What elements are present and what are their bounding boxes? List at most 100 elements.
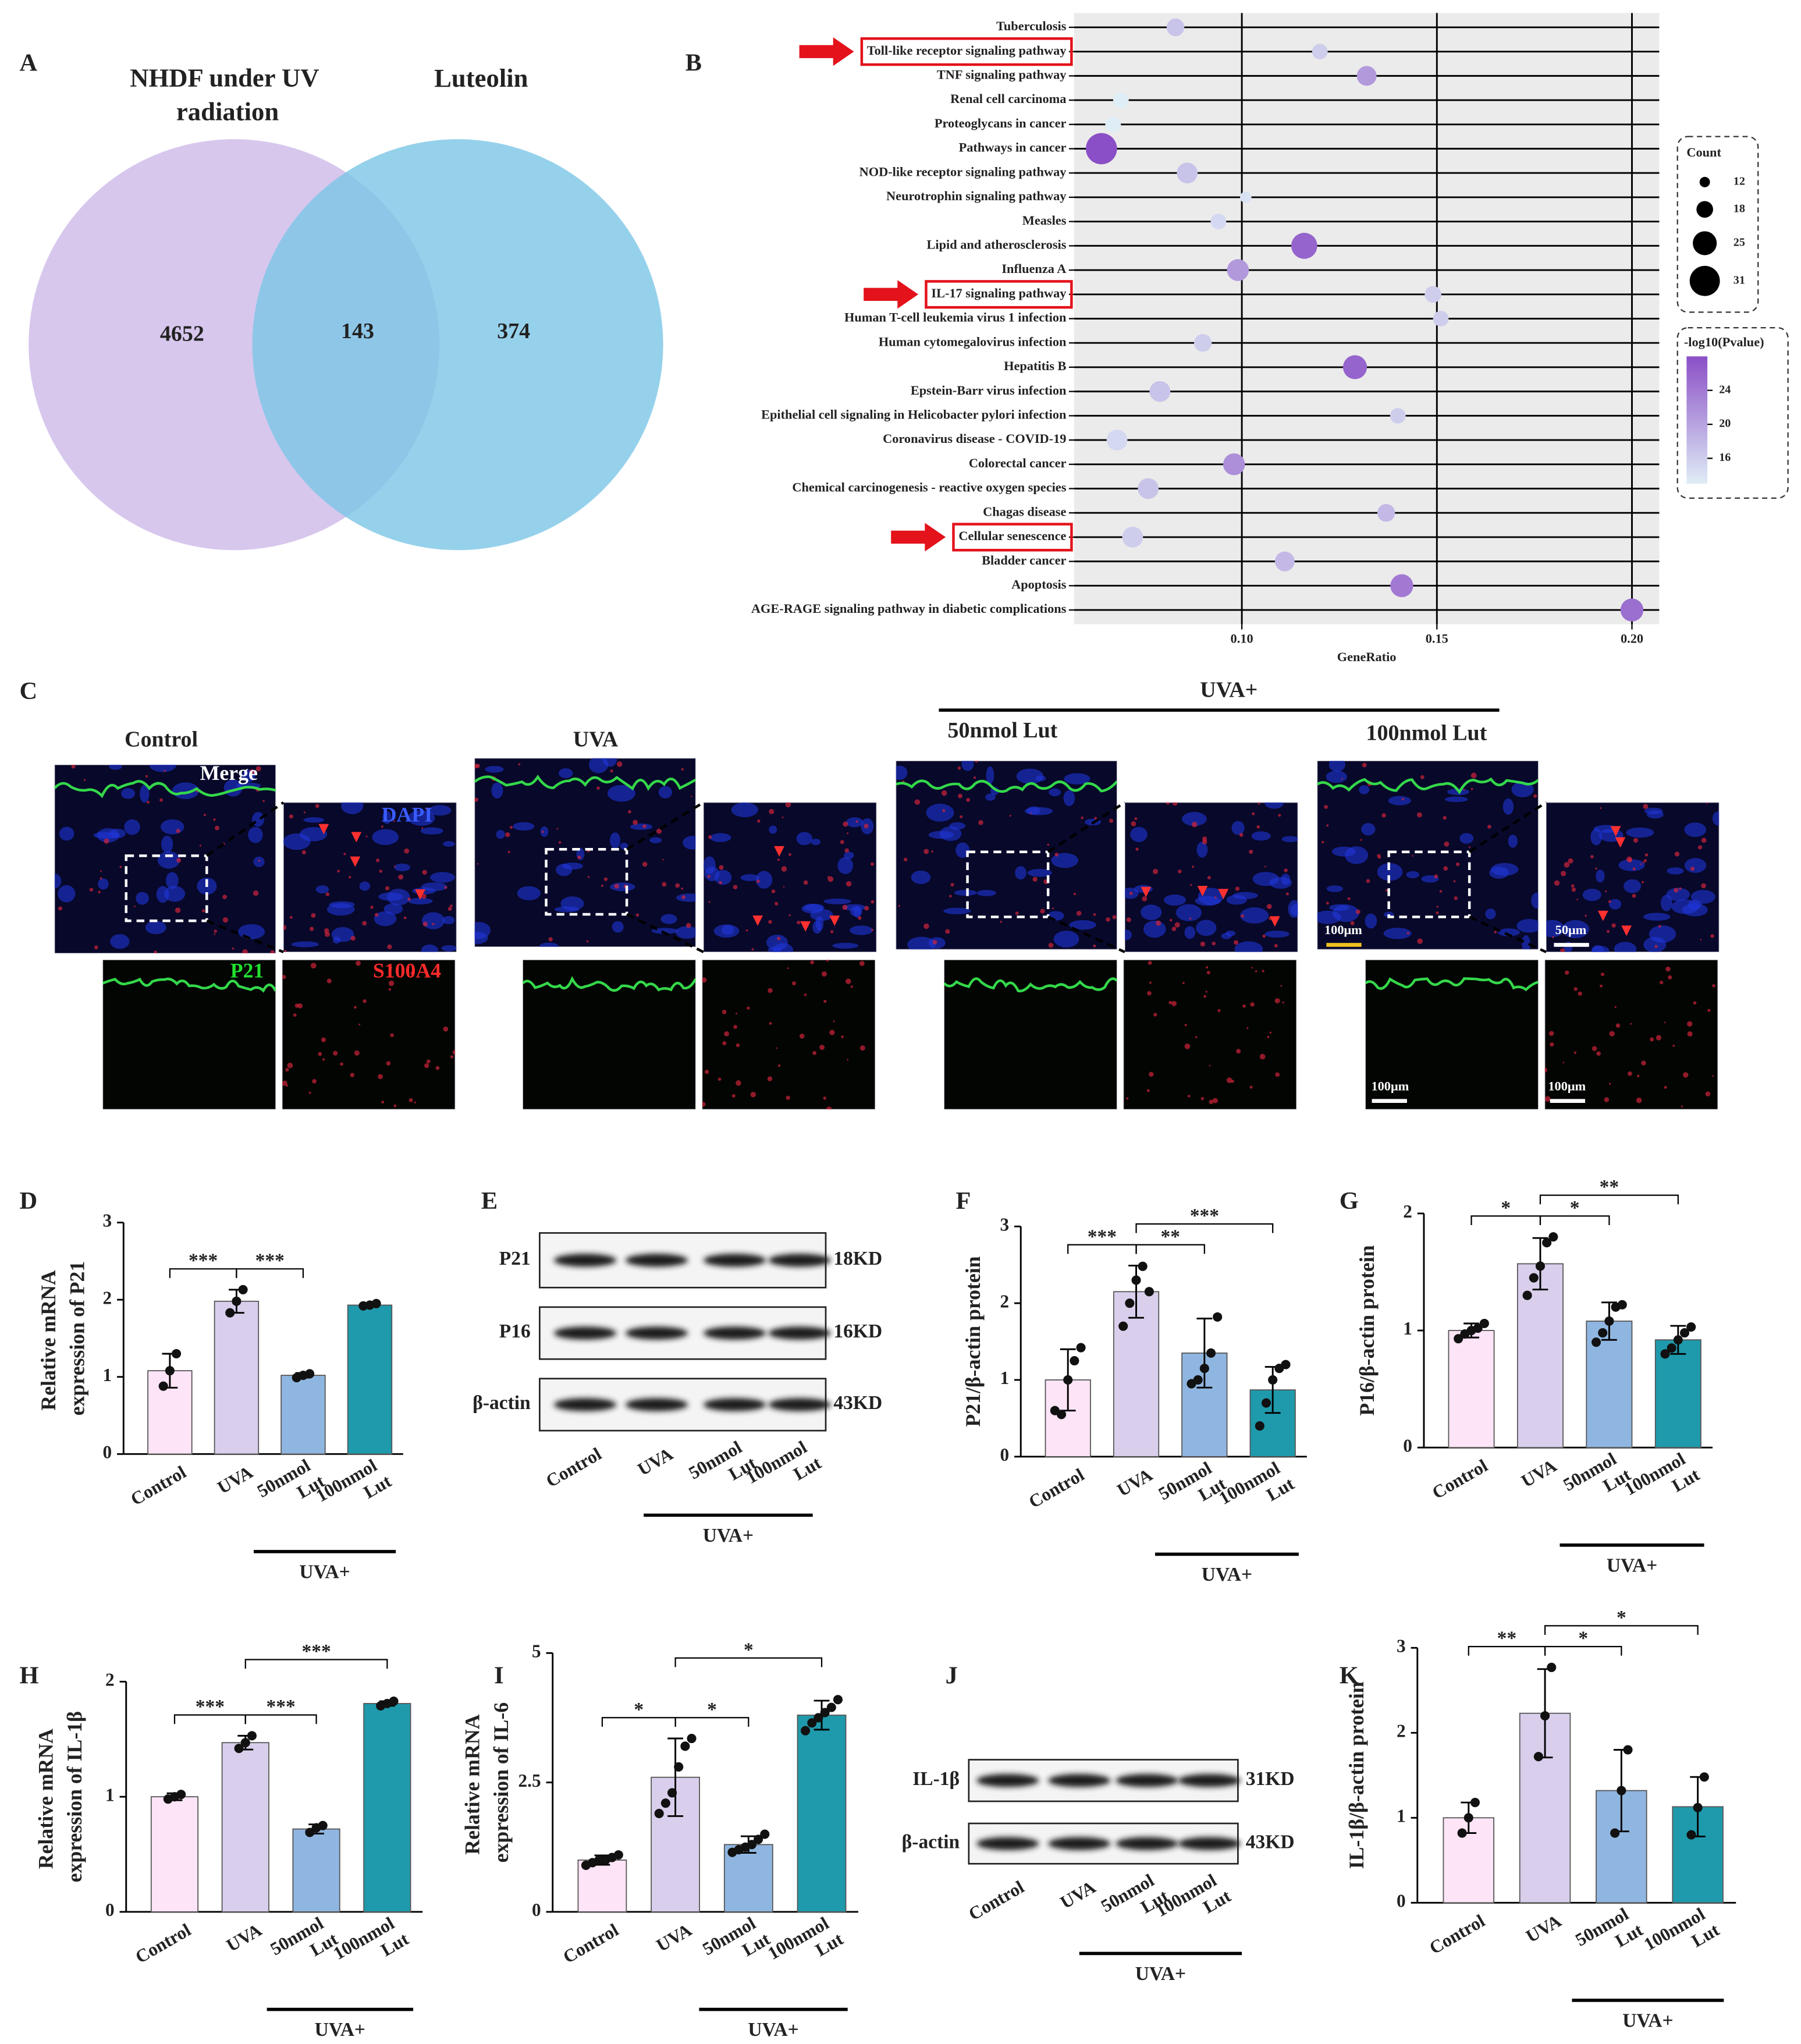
nucleus	[1175, 904, 1202, 921]
nucleus	[562, 863, 583, 870]
speck	[577, 855, 581, 860]
speck	[337, 870, 340, 873]
significance-label: ***	[301, 1641, 331, 1662]
speck	[1282, 1001, 1284, 1004]
speck	[681, 887, 683, 890]
group-label: UVA+	[1135, 1963, 1186, 1985]
band	[768, 1254, 831, 1267]
y-axis-title: IL-1β/β-actin protein	[1345, 1681, 1368, 1869]
speck	[393, 865, 396, 868]
micrograph	[1544, 960, 1718, 1110]
significance-label: ***	[255, 1250, 285, 1272]
pathway-label: Chagas disease	[983, 504, 1066, 519]
y-tick-label: 0	[1000, 1445, 1009, 1465]
panel-label: I	[494, 1662, 504, 1689]
band	[1116, 1774, 1178, 1787]
data-point	[1686, 1322, 1696, 1332]
y-tick-label: 0	[1397, 1890, 1406, 1911]
bar	[150, 1796, 199, 1912]
nucleus	[443, 841, 455, 847]
speck	[154, 950, 158, 954]
data-point	[1131, 1275, 1141, 1285]
speck	[923, 849, 929, 854]
band	[768, 1326, 831, 1340]
significance-bracket	[244, 1714, 317, 1724]
speck	[1615, 1023, 1621, 1028]
epidermis	[474, 774, 696, 791]
speck	[1239, 833, 1244, 837]
y-tick-label: 3	[1000, 1214, 1009, 1234]
speck	[1142, 896, 1148, 902]
data-point	[1470, 1797, 1480, 1808]
speck	[321, 1037, 326, 1042]
speck	[733, 1025, 737, 1029]
nucleus	[430, 872, 455, 883]
speck	[1169, 918, 1173, 922]
speck	[958, 793, 962, 799]
speck	[370, 906, 374, 909]
speck	[722, 1009, 727, 1014]
speck	[1641, 1060, 1646, 1066]
data-point	[667, 1788, 677, 1798]
speck	[350, 935, 356, 941]
speck	[253, 890, 259, 896]
speck	[1454, 896, 1458, 900]
band	[1178, 1774, 1241, 1787]
data-point	[1667, 1343, 1676, 1353]
speck	[1166, 802, 1170, 805]
data-point	[1673, 1335, 1683, 1345]
legend-label: 25	[1733, 236, 1745, 249]
speck	[1571, 884, 1575, 888]
nucleus	[513, 822, 535, 831]
speck	[1628, 858, 1632, 863]
speck	[914, 799, 921, 805]
speck	[1048, 942, 1054, 948]
speck	[1632, 893, 1636, 898]
nucleus	[1508, 835, 1518, 848]
scale-bar	[1554, 943, 1589, 947]
pathway-label: Bladder cancer	[982, 553, 1066, 567]
dot	[1425, 286, 1441, 303]
x-tick-label: 50nmol Lut	[699, 1910, 773, 1977]
dot	[1105, 116, 1121, 133]
speck	[708, 835, 712, 839]
speck	[287, 1062, 293, 1069]
speck	[633, 819, 638, 825]
speck	[475, 764, 480, 768]
legend-title: -log10(Pvalue)	[1684, 335, 1764, 349]
x-tick-label: 50nmol Lut	[267, 1910, 342, 1977]
nucleus	[164, 886, 186, 902]
micrograph	[1546, 802, 1720, 952]
y-tick-label: 1	[105, 1784, 115, 1805]
speck	[1149, 981, 1152, 984]
speck	[767, 1076, 773, 1081]
speck	[1606, 929, 1610, 933]
nucleus	[630, 824, 653, 830]
speck	[1630, 1023, 1632, 1025]
speck	[222, 895, 228, 899]
speck	[134, 905, 136, 907]
speck	[398, 874, 404, 880]
speck	[1262, 934, 1266, 938]
highlight-arrow	[864, 280, 919, 309]
nucleus	[1015, 866, 1026, 880]
data-point	[1617, 1300, 1627, 1310]
speck	[164, 769, 166, 772]
nucleus	[1590, 828, 1602, 846]
speck	[1420, 775, 1425, 779]
panel-label: J	[946, 1662, 958, 1689]
band	[703, 1254, 766, 1267]
group-label: UVA+	[299, 1562, 350, 1583]
group-label: UVA+	[748, 2019, 798, 2041]
speck	[724, 1031, 730, 1037]
pathway-label: TNF signaling pathway	[937, 67, 1067, 81]
speck	[826, 1106, 832, 1110]
speck	[403, 916, 407, 920]
panel-label: D	[20, 1187, 38, 1215]
band	[976, 1774, 1039, 1787]
speck	[1259, 1053, 1266, 1060]
significance-bracket	[1539, 1194, 1679, 1205]
speck	[199, 844, 202, 847]
pathway-label: Epithelial cell signaling in Helicobacte…	[761, 407, 1067, 421]
speck	[362, 921, 367, 926]
